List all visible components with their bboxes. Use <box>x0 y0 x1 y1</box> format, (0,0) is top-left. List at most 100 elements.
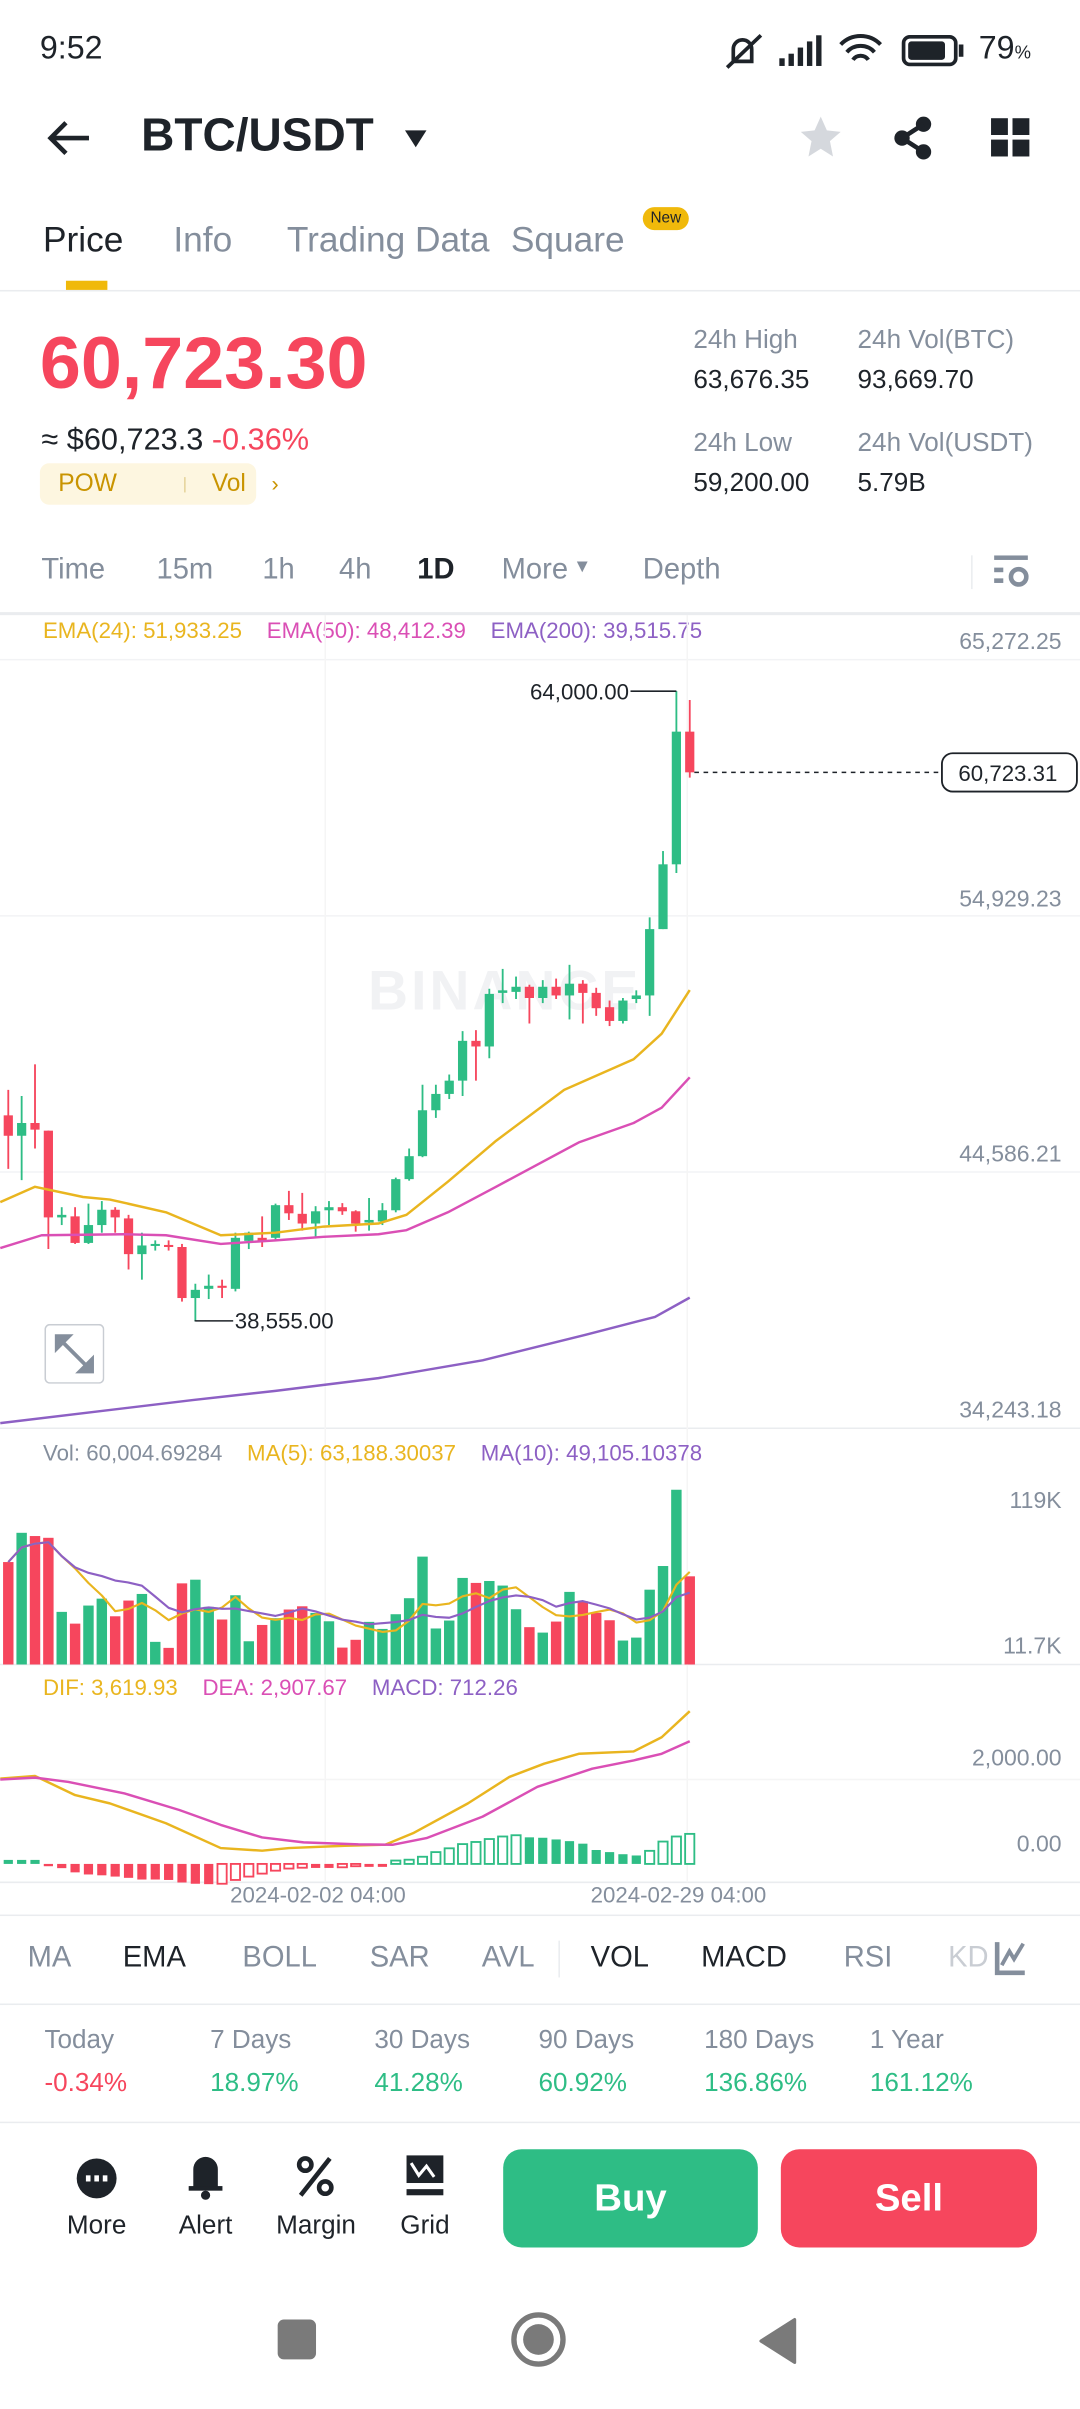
macd-histogram-bar <box>510 1834 522 1865</box>
macd-histogram-bar <box>524 1837 535 1864</box>
ema200-line <box>0 1296 691 1425</box>
macd-histogram-bar <box>336 1862 348 1869</box>
volume-bar <box>123 1600 134 1665</box>
volume-bar <box>510 1609 522 1665</box>
tab-price[interactable]: Price <box>42 219 124 260</box>
last-price: 60,723.30 <box>39 323 368 405</box>
candle-body <box>364 1219 374 1223</box>
macd-histogram-bar <box>83 1863 94 1875</box>
action-label-margin[interactable]: Margin <box>276 2210 356 2240</box>
indicator-vol[interactable]: VOL <box>590 1942 649 1975</box>
volume-bar <box>417 1556 428 1665</box>
tag-chip[interactable]: POW Vol › <box>39 463 279 505</box>
indicator-rsi[interactable]: RSI <box>843 1942 893 1975</box>
macd-histogram-bar <box>443 1847 455 1865</box>
ema-legend: EMA(24): 51,933.25 EMA(50): 48,412.39 EM… <box>43 620 702 645</box>
grid-layout-icon[interactable] <box>991 118 1031 158</box>
indicator-ma[interactable]: MA <box>27 1942 72 1975</box>
candle-body <box>164 1244 174 1248</box>
volume-bar <box>109 1616 121 1665</box>
dea-value: DEA: 2,907.67 <box>202 1676 348 1702</box>
expand-chart-button[interactable] <box>44 1323 105 1384</box>
alert-bell-icon[interactable] <box>187 2154 224 2200</box>
low-marker: 38,555.00 <box>235 1309 334 1334</box>
indicator-boll[interactable]: BOLL <box>242 1942 317 1975</box>
volume-bar <box>590 1612 602 1665</box>
star-icon[interactable] <box>798 114 844 160</box>
kline-chart[interactable]: 64,000.00 38,555.00 60,723.31 <box>0 0 1080 1918</box>
candle-body <box>578 983 588 993</box>
volume-bar <box>96 1598 108 1665</box>
macd-histogram-bar <box>150 1863 160 1880</box>
interval-1h[interactable]: 1h <box>262 553 295 587</box>
volume-bar <box>484 1581 495 1665</box>
candle-body <box>498 990 508 993</box>
action-label-more[interactable]: More <box>66 2210 127 2240</box>
interval-15m[interactable]: 15m <box>156 553 214 587</box>
caret-down-icon[interactable] <box>402 127 430 148</box>
interval-time[interactable]: Time <box>41 553 106 587</box>
indicator-ema[interactable]: EMA <box>122 1942 186 1975</box>
mute-icon <box>725 33 763 69</box>
share-icon[interactable] <box>891 115 934 161</box>
performance-label: 1 Year <box>869 2024 944 2055</box>
indicator-settings-icon[interactable] <box>991 1939 1031 1979</box>
home-nav-icon[interactable] <box>509 2310 567 2368</box>
candle-body <box>538 986 548 998</box>
macd-histogram-bar <box>564 1841 575 1864</box>
candle-body <box>137 1245 147 1255</box>
low-marker-line <box>194 1320 234 1322</box>
pair-title[interactable]: BTC/USDT <box>141 110 374 162</box>
ema24-line <box>0 989 691 1237</box>
indicator-macd[interactable]: MACD <box>701 1942 787 1975</box>
macd-histogram-bar <box>283 1862 295 1870</box>
volume-bar <box>310 1612 321 1665</box>
volume-bar <box>497 1585 508 1665</box>
action-label-alert[interactable]: Alert <box>178 2210 233 2240</box>
buy-button[interactable]: Buy <box>503 2149 758 2248</box>
date-axis-label: 2024-02-02 04:00 <box>230 1883 406 1909</box>
tab-square[interactable]: Square <box>510 219 625 260</box>
grid-trading-icon[interactable] <box>405 2154 445 2200</box>
tab-trading-data[interactable]: Trading Data <box>286 219 490 260</box>
macd-histogram-bar <box>324 1863 334 1868</box>
back-nav-icon[interactable] <box>758 2316 801 2365</box>
tag-divider <box>184 477 186 493</box>
interval-more[interactable]: More ▼ <box>501 553 592 587</box>
candle-body <box>177 1247 187 1299</box>
volume-bar <box>337 1647 348 1665</box>
recents-nav-icon[interactable] <box>276 2318 319 2361</box>
back-arrow-icon[interactable] <box>46 118 92 158</box>
price-axis-label: 65,272.25 <box>959 628 1062 656</box>
candle-body <box>658 864 668 930</box>
sell-button[interactable]: Sell <box>780 2149 1038 2248</box>
more-icon[interactable] <box>75 2157 118 2200</box>
low-label: 24h Low <box>693 428 793 458</box>
interval-1d[interactable]: 1D <box>417 553 455 587</box>
action-label-grid[interactable]: Grid <box>400 2210 450 2240</box>
margin-icon[interactable] <box>296 2154 336 2200</box>
interval-depth[interactable]: Depth <box>642 553 721 587</box>
chart-settings-icon[interactable] <box>994 555 1031 589</box>
dif-line <box>0 1710 691 1852</box>
volume-bar <box>671 1489 682 1665</box>
volume-bar <box>283 1609 295 1665</box>
macd-histogram-bar <box>311 1863 321 1868</box>
indicator-sar[interactable]: SAR <box>369 1942 430 1975</box>
macd-histogram-bar <box>591 1849 601 1864</box>
candle-body <box>431 1093 441 1111</box>
volume-bar <box>390 1614 401 1665</box>
indicator-avl[interactable]: AVL <box>481 1942 535 1975</box>
indicator-kd[interactable]: KD <box>948 1942 989 1975</box>
candle-body <box>351 1211 361 1224</box>
tab-info[interactable]: Info <box>173 219 233 260</box>
high-marker-label: 64,000.00 <box>530 680 629 705</box>
tag-vol: Vol <box>211 470 246 498</box>
volume-bar <box>136 1593 148 1665</box>
interval-4h[interactable]: 4h <box>339 553 372 587</box>
performance-value: 60.92% <box>538 2067 627 2098</box>
candle-body <box>604 1007 615 1021</box>
macd-histogram-bar <box>377 1863 388 1867</box>
chevron-right-icon: › <box>271 470 279 496</box>
